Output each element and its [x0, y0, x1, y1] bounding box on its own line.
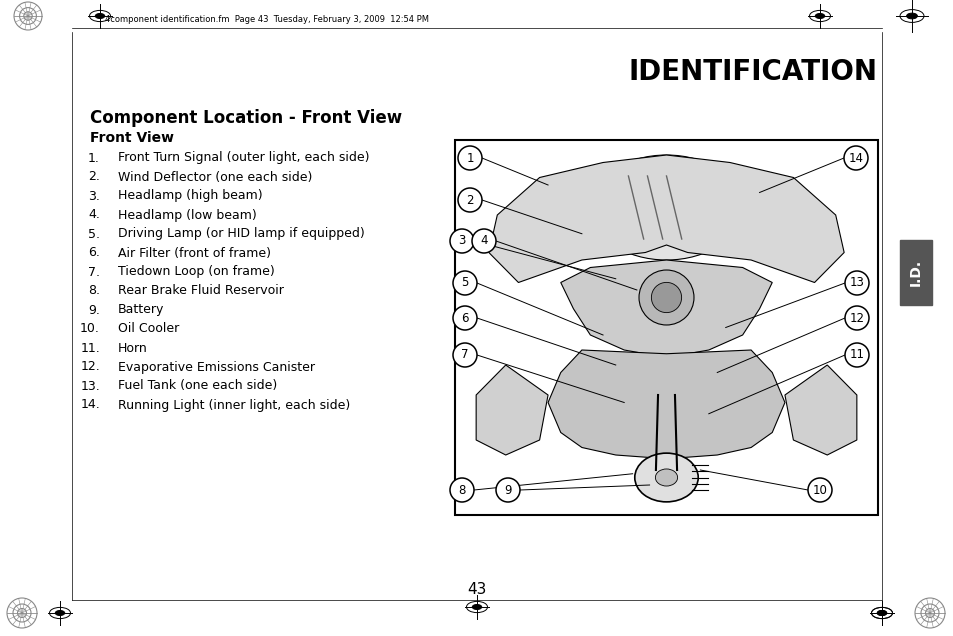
Circle shape — [844, 343, 868, 367]
Text: 2: 2 — [466, 193, 474, 207]
Text: 6.: 6. — [88, 247, 100, 259]
Circle shape — [496, 478, 519, 502]
Text: 9.: 9. — [88, 303, 100, 317]
Polygon shape — [547, 350, 784, 459]
Circle shape — [453, 306, 476, 330]
Text: 12.: 12. — [80, 361, 100, 373]
Text: 6: 6 — [460, 312, 468, 324]
Text: 5: 5 — [461, 277, 468, 289]
Ellipse shape — [634, 453, 698, 502]
Text: 12: 12 — [848, 312, 863, 324]
Text: 4.: 4. — [88, 209, 100, 221]
Bar — [899, 240, 931, 305]
Text: 10.: 10. — [80, 322, 100, 336]
Text: Rear Brake Fluid Reservoir: Rear Brake Fluid Reservoir — [118, 284, 284, 298]
Circle shape — [639, 270, 693, 325]
Circle shape — [844, 306, 868, 330]
Text: 8.: 8. — [88, 284, 100, 298]
Text: Component Location - Front View: Component Location - Front View — [90, 109, 402, 127]
Text: Running Light (inner light, each side): Running Light (inner light, each side) — [118, 399, 350, 411]
Text: 13.: 13. — [80, 380, 100, 392]
Ellipse shape — [590, 155, 741, 260]
Circle shape — [453, 343, 476, 367]
Text: Driving Lamp (or HID lamp if equipped): Driving Lamp (or HID lamp if equipped) — [118, 228, 364, 240]
Circle shape — [450, 229, 474, 253]
Circle shape — [453, 271, 476, 295]
Text: IDENTIFICATION: IDENTIFICATION — [628, 58, 877, 86]
Text: Evaporative Emissions Canister: Evaporative Emissions Canister — [118, 361, 314, 373]
Circle shape — [843, 146, 867, 170]
Polygon shape — [560, 260, 771, 357]
Text: 2.: 2. — [88, 170, 100, 184]
Ellipse shape — [877, 611, 885, 616]
Ellipse shape — [655, 469, 677, 486]
Text: 1.: 1. — [88, 151, 100, 165]
Text: 4: 4 — [479, 235, 487, 247]
Circle shape — [472, 229, 496, 253]
Text: 7: 7 — [460, 349, 468, 361]
Circle shape — [844, 271, 868, 295]
Text: 14.: 14. — [80, 399, 100, 411]
Text: 8: 8 — [457, 483, 465, 497]
Circle shape — [807, 478, 831, 502]
Text: Headlamp (low beam): Headlamp (low beam) — [118, 209, 256, 221]
Text: Fuel Tank (one each side): Fuel Tank (one each side) — [118, 380, 277, 392]
Text: Horn: Horn — [118, 342, 148, 354]
Text: Wind Deflector (one each side): Wind Deflector (one each side) — [118, 170, 312, 184]
Text: 1: 1 — [466, 151, 474, 165]
Ellipse shape — [905, 13, 917, 19]
Text: Front Turn Signal (outer light, each side): Front Turn Signal (outer light, each sid… — [118, 151, 369, 165]
Polygon shape — [488, 155, 843, 282]
Text: 11.: 11. — [80, 342, 100, 354]
Polygon shape — [784, 365, 856, 455]
Text: I.D.: I.D. — [908, 259, 923, 286]
Ellipse shape — [95, 13, 105, 18]
Text: Oil Cooler: Oil Cooler — [118, 322, 179, 336]
Text: 3: 3 — [457, 235, 465, 247]
Text: 11: 11 — [848, 349, 863, 361]
Ellipse shape — [55, 611, 65, 616]
Ellipse shape — [472, 604, 481, 609]
Text: 7.: 7. — [88, 265, 100, 279]
Text: Battery: Battery — [118, 303, 164, 317]
Text: 43: 43 — [467, 583, 486, 597]
Ellipse shape — [877, 611, 885, 616]
Circle shape — [651, 282, 680, 313]
Circle shape — [457, 146, 481, 170]
Polygon shape — [476, 365, 547, 455]
Bar — [455, 140, 877, 515]
Circle shape — [450, 478, 474, 502]
Text: Air Filter (front of frame): Air Filter (front of frame) — [118, 247, 271, 259]
Circle shape — [457, 188, 481, 212]
Text: 5.: 5. — [88, 228, 100, 240]
Text: 10: 10 — [812, 483, 826, 497]
Text: 3.: 3. — [88, 190, 100, 202]
Text: 9: 9 — [504, 483, 511, 497]
Text: Headlamp (high beam): Headlamp (high beam) — [118, 190, 262, 202]
Text: Tiedown Loop (on frame): Tiedown Loop (on frame) — [118, 265, 274, 279]
Text: 13: 13 — [849, 277, 863, 289]
Text: 4component identification.fm  Page 43  Tuesday, February 3, 2009  12:54 PM: 4component identification.fm Page 43 Tue… — [105, 15, 429, 25]
Text: Front View: Front View — [90, 131, 173, 145]
Ellipse shape — [815, 13, 823, 18]
Text: 14: 14 — [847, 151, 862, 165]
